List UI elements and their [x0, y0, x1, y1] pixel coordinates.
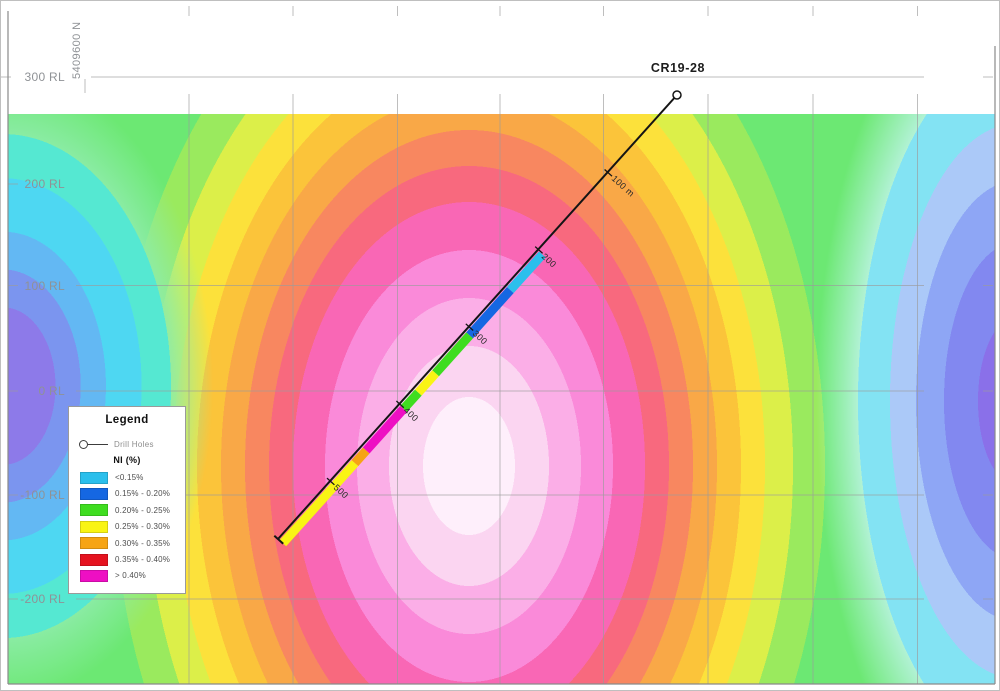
legend-ni-title: NI (%) [113, 455, 141, 465]
legend-title: Legend [105, 414, 149, 426]
legend-row-label: > 0.40% [115, 571, 146, 581]
rl-label-200: 200 RL [24, 177, 65, 191]
interval-020-025b [400, 389, 422, 412]
legend-row-015-020: 0.15% - 0.20% [80, 487, 171, 500]
grade-contour-field [8, 114, 995, 684]
legend-row-035-040: 0.35% - 0.40% [80, 553, 171, 566]
legend-row-020-025: 0.20% - 0.25% [80, 504, 171, 517]
interval-015-020 [466, 287, 514, 339]
swatch-green [80, 504, 108, 517]
interval-025-030 [414, 370, 439, 396]
swatch-yellow [80, 520, 108, 533]
rl-label-m200: -200 RL [20, 592, 65, 606]
drill-hole-line [277, 94, 678, 540]
interval-025-030b [279, 460, 359, 547]
legend-row-label: 0.15% - 0.20% [115, 489, 171, 499]
interval-030-035 [351, 447, 370, 467]
collar-symbol [672, 90, 682, 100]
legend-panel: Legend Drill Holes NI (%) <0.15% 0.15% -… [68, 406, 186, 594]
legend-row-label: 0.35% - 0.40% [115, 555, 171, 564]
legend-row-gt040: > 0.40% [80, 569, 146, 582]
northing-label: 5409600 N [71, 21, 83, 79]
legend-row-lt015: <0.15% [80, 471, 144, 484]
rl-label-100: 100 RL [24, 278, 65, 293]
swatch-magenta [80, 569, 108, 582]
plot-frame [7, 11, 996, 685]
rl-label-m100: -100 RL [20, 488, 65, 502]
interval-lt015 [506, 251, 546, 294]
depth-ticks [326, 169, 613, 486]
grid-lines [1, 6, 993, 684]
interval-gt040 [362, 405, 407, 454]
interval-020-025 [432, 332, 473, 377]
legend-row-label: 0.25% - 0.30% [115, 522, 171, 532]
end-of-hole-tick [273, 534, 284, 545]
legend-row-label: 0.20% - 0.25% [115, 505, 171, 515]
swatch-orange [80, 537, 108, 550]
swatch-blue [80, 487, 108, 500]
legend-row-025-030: 0.25% - 0.30% [80, 520, 171, 533]
drill-hole-title: CR19-28 [650, 61, 706, 75]
legend-row-label: <0.15% [115, 473, 144, 482]
legend-row-label: 0.30% - 0.35% [115, 538, 171, 548]
swatch-red [80, 553, 108, 566]
legend-drill-holes-entry: Drill Holes [79, 438, 154, 450]
drill-holes-label: Drill Holes [114, 439, 154, 449]
rl-label-300: 300 RL [24, 70, 65, 84]
drill-hole-trace-icon [88, 443, 108, 445]
swatch-cyan [80, 471, 108, 484]
drill-hole-trace [273, 90, 682, 547]
drill-hole-collar-icon [79, 439, 88, 449]
legend-row-030-035: 0.30% - 0.35% [80, 537, 171, 550]
rl-label-0: 0 RL [38, 384, 65, 398]
